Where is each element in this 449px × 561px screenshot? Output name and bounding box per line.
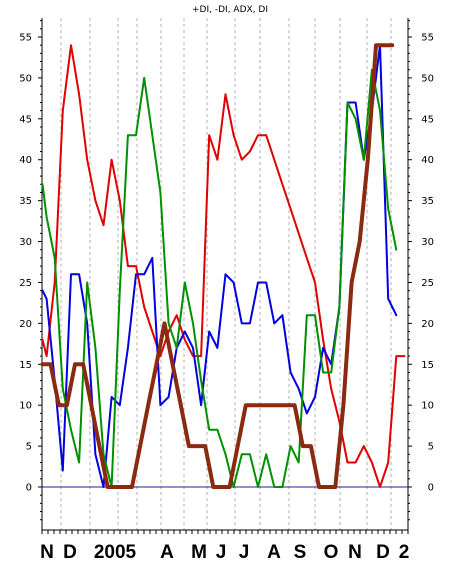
- y-tick-label: 20: [19, 319, 32, 330]
- x-tick-label: J: [216, 542, 227, 561]
- y-tick-label: 20: [421, 319, 434, 330]
- y-tick-label: 15: [19, 360, 32, 371]
- x-tick-label: N: [348, 542, 362, 561]
- x-tick-label: D: [63, 542, 77, 561]
- y-tick-label: 0: [26, 483, 32, 494]
- x-tick-label: 2: [399, 542, 410, 561]
- x-tick-label: 2005: [94, 542, 137, 561]
- y-tick-label: 25: [421, 278, 434, 289]
- x-tick-label: S: [294, 542, 307, 561]
- x-tick-label: J: [239, 542, 250, 561]
- series-layer: [40, 43, 406, 489]
- y-tick-label: 35: [421, 196, 434, 207]
- y-tick-label: 45: [19, 114, 32, 125]
- y-tick-label: 5: [26, 442, 32, 453]
- y-tick-label: 10: [421, 401, 434, 412]
- series-line-brown: [40, 43, 395, 489]
- y-tick-label: 40: [421, 155, 434, 166]
- y-tick-label: 45: [421, 114, 434, 125]
- series-line-green: [41, 68, 398, 488]
- y-tick-label: 10: [19, 401, 32, 412]
- y-tick-label: 15: [421, 360, 434, 371]
- y-tick-label: 0: [428, 483, 434, 494]
- y-tick-label: 55: [19, 33, 32, 44]
- x-tick-label: D: [376, 542, 390, 561]
- y-tick-label: 25: [19, 278, 32, 289]
- y-tick-label: 40: [19, 155, 32, 166]
- x-tick-label: N: [40, 542, 54, 561]
- y-tick-label: 5: [428, 442, 434, 453]
- y-tick-label: 50: [19, 73, 32, 84]
- y-tick-label: 55: [421, 33, 434, 44]
- y-tick-label: 30: [19, 237, 32, 248]
- x-tick-label: A: [267, 542, 281, 561]
- chart-title: +DI, -DI, ADX, DI: [192, 5, 268, 15]
- y-tick-label: 50: [421, 73, 434, 84]
- series-line-red: [41, 44, 406, 488]
- y-tick-label: 30: [421, 237, 434, 248]
- x-tick-label: A: [160, 542, 174, 561]
- x-tick-label: O: [324, 542, 339, 561]
- x-tick-label: M: [191, 542, 207, 561]
- y-tick-label: 35: [19, 196, 32, 207]
